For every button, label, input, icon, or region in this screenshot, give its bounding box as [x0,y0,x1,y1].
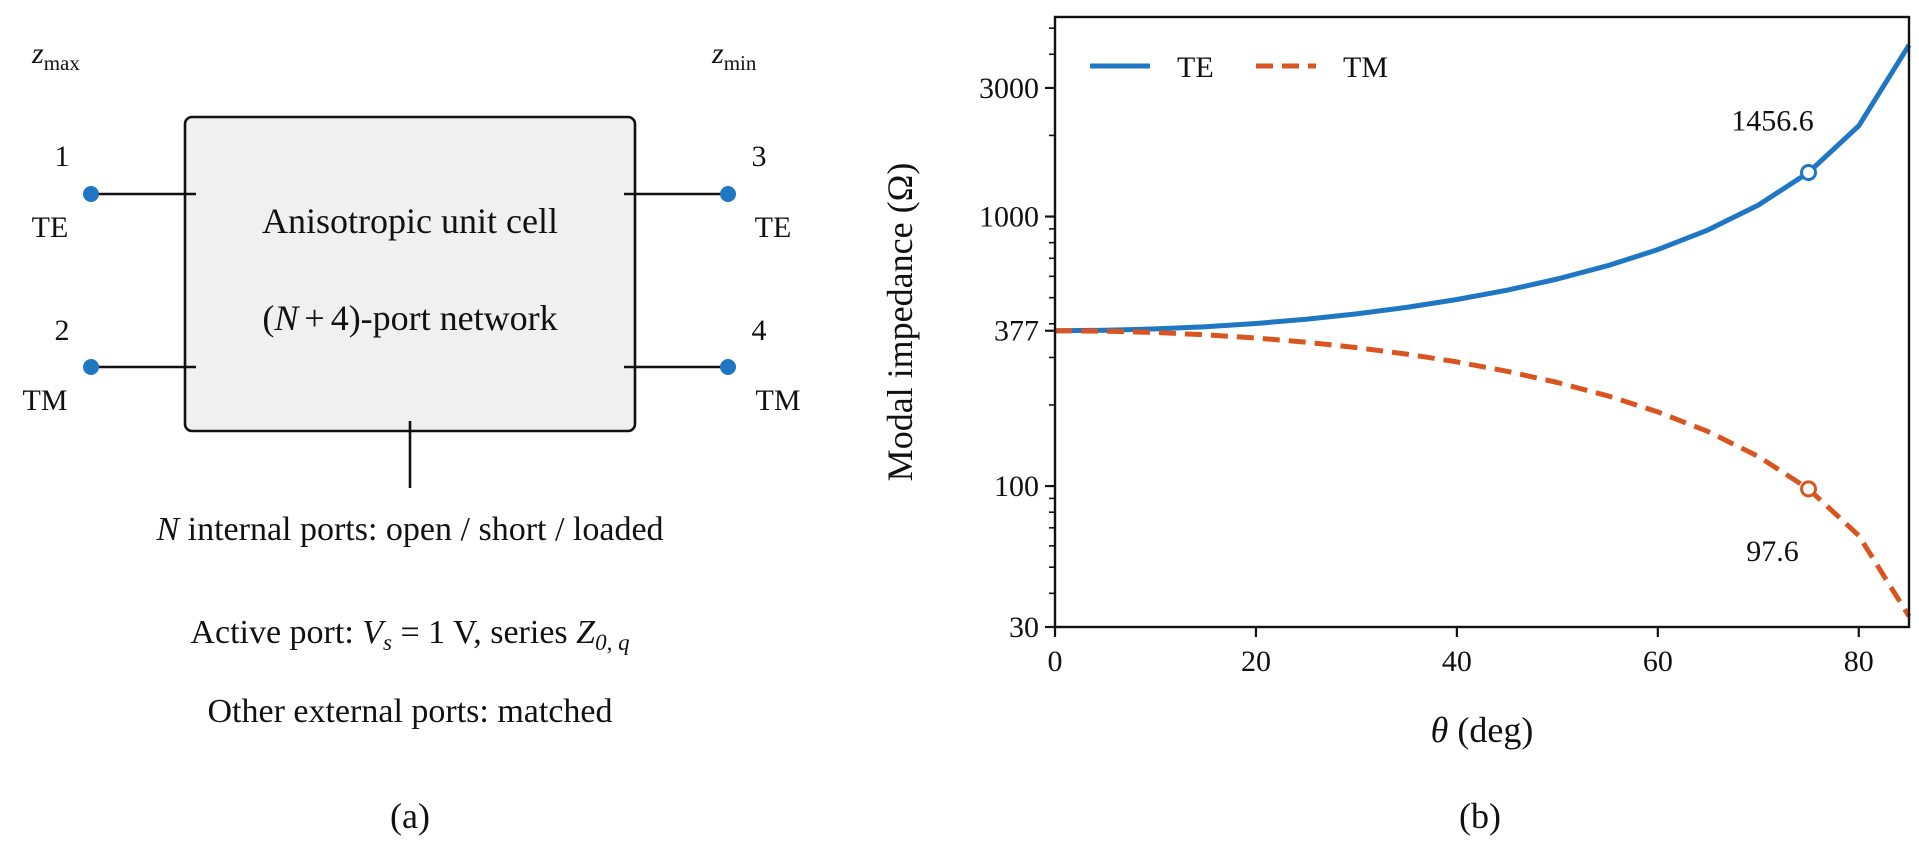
active-port-note: Active port: Vs = 1 V, series Z0, q [190,614,629,655]
x-axis-unit: (deg) [1448,710,1533,750]
active-port-z-sub: 0, q [595,630,630,655]
port-1-number: 1 [55,140,70,173]
marker-label-te: 1456.6 [1731,105,1814,138]
x-tick-label: 20 [1241,645,1271,678]
plot-series: 1456.6 97.6 [1054,43,1912,618]
x-tick-label: 0 [1048,645,1063,678]
marker-label-tm: 97.6 [1746,535,1799,568]
caption-a: (a) [390,796,430,836]
network-box [183,115,637,433]
x-tick-label: 60 [1643,645,1673,678]
box-subtitle-op: + [304,298,324,338]
active-port-v-sub: s [383,630,392,655]
port-4-terminal [720,359,736,375]
z-min-symbol: z [711,37,724,70]
legend-te-label: TE [1177,51,1214,84]
marker-te [1800,164,1818,182]
port-2-terminal [83,359,99,375]
legend: TE TM [1090,51,1388,84]
port-2-mode: TM [23,384,68,417]
active-port-mid: = 1 V, series [392,614,576,651]
plot-grid-ticks: 0 20 40 60 80 30 100 377 1000 3000 [979,27,1874,678]
z-max-label: zmax [31,37,80,75]
internal-ports-var: N [155,511,181,548]
z-max-subscript: max [44,51,81,75]
y-tick-label: 30 [1009,611,1039,644]
marker-tm [1800,480,1818,498]
z-max-symbol: z [31,37,44,70]
internal-ports-note: N internal ports: open / short / loaded [155,511,663,548]
port-3-number: 3 [752,140,767,173]
box-subtitle-rest: 4)-port network [331,298,558,338]
port-1-mode: TE [32,211,69,244]
internal-ports-text: internal ports: open / short / loaded [179,511,663,548]
z-min-label: zmin [711,37,757,75]
z-min-subscript: min [724,51,757,75]
panel-a: zmax zmin 1 TE 2 TM 3 TE 4 TM Anisotropi… [23,37,801,836]
active-port-prefix: Active port: [190,614,362,651]
box-subtitle-var: N [273,298,300,338]
y-tick-label: 377 [994,315,1039,348]
plot-frame [1053,15,1911,629]
port-1-terminal [83,186,99,202]
y-tick-label: 3000 [979,72,1039,105]
x-tick-label: 80 [1844,645,1874,678]
box-subtitle: (N +4)-port network [262,298,557,338]
x-axis-label: θ (deg) [1431,710,1534,750]
y-tick-label: 100 [994,470,1039,503]
other-ports-note: Other external ports: matched [207,693,612,730]
panel-b: 0 20 40 60 80 30 100 377 1000 3000 1456.6 97.6 TE … [880,15,1912,836]
x-axis-symbol: θ [1431,710,1449,750]
legend-tm-label: TM [1343,51,1388,84]
caption-b: (b) [1459,796,1501,836]
box-subtitle-open: ( [262,298,274,338]
series-line-te [1054,43,1912,334]
y-tick-label: 1000 [979,201,1039,234]
x-tick-label: 40 [1442,645,1472,678]
active-port-z: Z [576,614,596,651]
port-3-mode: TE [755,211,792,244]
y-axis-label: Modal impedance (Ω) [880,163,920,482]
port-2-number: 2 [55,314,70,347]
series-line-tm [1054,328,1912,618]
port-4-mode: TM [756,384,801,417]
port-4-number: 4 [752,314,767,347]
box-title: Anisotropic unit cell [262,201,558,241]
port-3-terminal [720,186,736,202]
